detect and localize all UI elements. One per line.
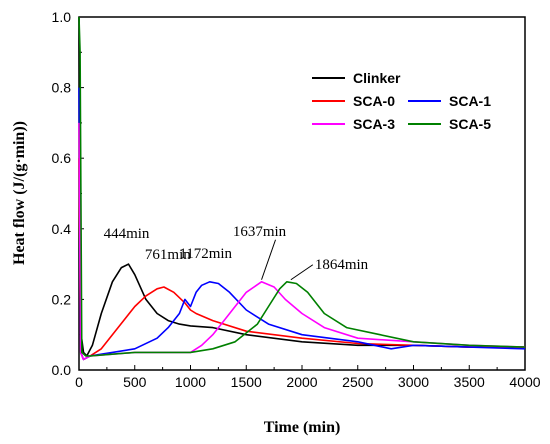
legend-label-clinker: Clinker — [353, 70, 401, 86]
axis-ticks: 0 500 1000 1500 2000 2500 3000 3500 4000 0.0 0.2 0.… — [52, 9, 541, 390]
x-tick-label: 2000 — [286, 374, 317, 390]
peak-annotation: 761min — [145, 247, 191, 263]
x-tick-label: 1000 — [175, 374, 206, 390]
legend-label-sca-1: SCA-1 — [449, 93, 491, 109]
plot-frame — [78, 16, 526, 371]
y-tick-label: 0.8 — [52, 80, 72, 96]
y-tick-label: 0.2 — [52, 291, 72, 307]
x-tick-label: 3500 — [454, 374, 485, 390]
y-tick-label: 0.0 — [52, 362, 72, 378]
series-line-clinker — [78, 16, 525, 357]
peak-annotation: 1172min — [179, 246, 232, 262]
legend-label-sca-5: SCA-5 — [449, 116, 491, 132]
series-line-sca-5 — [78, 16, 526, 357]
x-tick-label: 1500 — [231, 374, 262, 390]
y-tick-label: 0.4 — [52, 221, 72, 237]
y-axis-title: Heat flow (J/(g·min)) — [11, 121, 28, 265]
legend-label-sca-0: SCA-0 — [353, 93, 395, 109]
series-line-sca-0 — [78, 158, 525, 361]
series-lines — [78, 16, 526, 361]
x-tick-label: 4000 — [509, 374, 540, 390]
x-axis-title: Time (min) — [264, 419, 341, 436]
x-tick-label: 2500 — [342, 374, 373, 390]
series-line-sca-1 — [78, 87, 526, 361]
legend: Clinker SCA-0 SCA-1 SCA-3 SCA-5 — [312, 70, 491, 132]
peak-annotation: 1637min — [233, 224, 287, 240]
x-tick-label: 3000 — [398, 374, 429, 390]
peak-annotation: 444min — [104, 226, 150, 242]
x-tick-label: 0 — [75, 374, 83, 390]
y-tick-label: 0.6 — [52, 150, 72, 166]
peak-annotation: 1864min — [315, 257, 369, 273]
annotation-leader — [261, 239, 276, 280]
legend-label-sca-3: SCA-3 — [353, 116, 395, 132]
y-tick-label: 1.0 — [52, 9, 72, 25]
annotation-leader — [290, 264, 314, 281]
x-tick-label: 500 — [123, 374, 147, 390]
